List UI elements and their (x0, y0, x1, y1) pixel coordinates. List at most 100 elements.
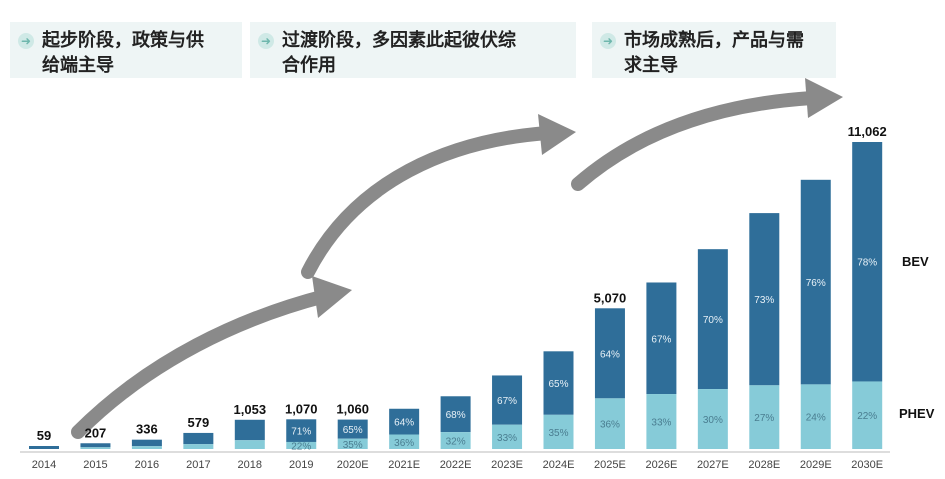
bar-phev-2022E (440, 432, 471, 449)
legend-bev: BEV (902, 254, 929, 269)
bar-bev-2020E (337, 419, 368, 439)
growth-arrowhead-icon (805, 78, 843, 118)
phev-percent-label: 32% (446, 437, 466, 448)
x-tick-label: 2026E (645, 459, 677, 471)
total-label: 59 (37, 428, 51, 443)
growth-arrowhead-icon (312, 276, 352, 318)
bar-phev-2019 (286, 441, 317, 449)
stage-label-mature: 市场成熟后，产品与需 求主导 (624, 30, 804, 76)
x-tick-label: 2015 (83, 459, 107, 471)
stage-box-mature: ➜ 市场成熟后，产品与需 求主导 (592, 22, 836, 78)
stage-box-initial: ➜ 起步阶段，政策与供 给端主导 (10, 22, 242, 78)
growth-arrow-icon (571, 91, 819, 191)
bar-bev-2014 (29, 446, 59, 449)
x-tick-label: 2025E (594, 459, 626, 471)
growth-arrow-icon (71, 289, 332, 439)
arrow-right-icon: ➜ (600, 33, 616, 49)
bar-bev-2018 (234, 419, 265, 441)
bev-percent-label: 65% (343, 425, 363, 436)
bar-phev-2026E (646, 394, 677, 449)
bar-bev-2025E (594, 308, 625, 399)
arrow-right-icon: ➜ (18, 33, 34, 49)
legend-phev: PHEV (899, 406, 935, 421)
bar-bev-2016 (131, 439, 162, 447)
bar-bev-2030E (852, 142, 883, 382)
growth-arrow-icon (301, 126, 555, 279)
bev-percent-label: 71% (291, 427, 311, 438)
total-label: 1,053 (234, 402, 267, 417)
phev-percent-label: 22% (857, 411, 877, 422)
bar-bev-2015 (80, 443, 111, 448)
growth-arrows (71, 78, 843, 439)
phev-percent-label: 24% (806, 413, 826, 424)
bev-percent-label: 70% (703, 315, 723, 326)
phev-percent-label: 33% (651, 418, 671, 429)
total-label: 207 (85, 425, 107, 440)
x-tick-label: 2016 (135, 459, 159, 471)
x-tick-label: 2019 (289, 459, 313, 471)
total-label: 579 (187, 415, 209, 430)
phev-percent-label: 27% (754, 413, 774, 424)
total-label: 1,060 (336, 402, 369, 417)
phev-percent-label: 36% (394, 438, 414, 449)
phev-percent-label: 33% (497, 433, 517, 444)
bar-phev-2028E (749, 385, 780, 449)
bar-phev-2021E (389, 434, 420, 449)
bar-phev-2030E (852, 381, 883, 449)
bar-bev-2023E (492, 375, 523, 425)
bar-phev-2017 (183, 444, 214, 449)
x-tick-label: 2018 (238, 459, 262, 471)
bar-bev-2017 (183, 432, 214, 445)
phev-percent-label: 35% (548, 428, 568, 439)
bar-phev-2016 (131, 446, 162, 449)
bev-percent-label: 67% (651, 334, 671, 345)
stage-label-transition: 过渡阶段，多因素此起彼伏综 合作用 (282, 30, 516, 76)
phev-percent-label: 22% (291, 441, 311, 452)
bar-phev-2024E (543, 414, 574, 449)
bev-percent-label: 76% (806, 278, 826, 289)
bev-percent-label: 65% (548, 379, 568, 390)
bar-bev-2029E (800, 179, 831, 385)
bev-percent-label: 64% (394, 418, 414, 429)
bar-phev-2020E (337, 438, 368, 449)
arrow-right-icon: ➜ (258, 33, 274, 49)
stage-box-transition: ➜ 过渡阶段，多因素此起彼伏综 合作用 (250, 22, 576, 78)
total-label: 336 (136, 422, 158, 437)
bar-phev-2029E (800, 384, 831, 449)
bar-bev-2027E (697, 249, 728, 390)
bev-percent-label: 78% (857, 258, 877, 269)
bar-bev-2022E (440, 396, 471, 433)
bar-phev-2015 (80, 447, 111, 449)
x-tick-label: 2027E (697, 459, 729, 471)
phev-percent-label: 36% (600, 420, 620, 431)
bev-percent-label: 67% (497, 396, 517, 407)
total-label: 5,070 (594, 290, 627, 305)
x-tick-label: 2020E (337, 459, 369, 471)
growth-arrowhead-icon (538, 114, 576, 155)
x-tick-label: 2023E (491, 459, 523, 471)
bar-phev-2027E (697, 389, 728, 449)
x-tick-label: 2028E (748, 459, 780, 471)
bev-percent-label: 68% (446, 410, 466, 421)
phev-percent-label: 30% (703, 415, 723, 426)
stage-label-initial: 起步阶段，政策与供 给端主导 (42, 30, 204, 76)
bar-bev-2024E (543, 351, 574, 415)
bev-percent-label: 64% (600, 349, 620, 360)
total-label: 1,070 (285, 401, 318, 416)
bev-percent-label: 73% (754, 295, 774, 306)
x-tick-label: 2024E (543, 459, 575, 471)
x-tick-label: 2014 (32, 459, 56, 471)
x-tick-label: 2022E (440, 459, 472, 471)
bar-bev-2028E (749, 213, 780, 386)
bar-bev-2026E (646, 282, 677, 395)
bar-bev-2019 (286, 419, 317, 442)
total-label: 11,062 (848, 124, 887, 139)
phev-percent-label: 35% (343, 440, 363, 451)
x-tick-label: 2017 (186, 459, 210, 471)
bar-phev-2023E (492, 424, 523, 449)
x-tick-label: 2029E (800, 459, 832, 471)
x-tick-label: 2021E (388, 459, 420, 471)
bar-phev-2025E (594, 398, 625, 449)
x-tick-label: 2030E (851, 459, 883, 471)
